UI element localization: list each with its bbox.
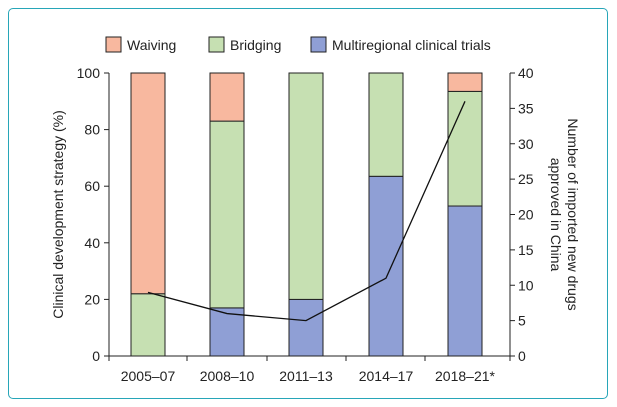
- legend-swatch-multiregional-clinical-trials: [310, 36, 327, 53]
- y-tick-label: 20: [84, 291, 100, 307]
- x-tick-label: 2014–17: [359, 368, 414, 384]
- legend-label-waiving: Waiving: [127, 37, 176, 53]
- y2-tick-label: 40: [518, 65, 534, 81]
- x-tick-label: 2011–13: [279, 368, 333, 384]
- y2-axis-ticks: 0 5 10 15 20 25 30 35 40: [510, 65, 534, 364]
- bar-segment-multiregional-clinical-trials-4: [368, 175, 404, 357]
- y2-tick-label: 30: [518, 136, 534, 152]
- bar-segment-bridging-5: [447, 90, 483, 207]
- line-layer: [147, 101, 466, 322]
- y-axis-label: Clinical development strategy (%): [50, 110, 66, 319]
- y2-tick-label: 15: [518, 242, 534, 258]
- y2-tick-label: 0: [518, 348, 526, 364]
- bar-segment-bridging-4: [368, 72, 404, 177]
- y2-tick-label: 25: [518, 171, 534, 187]
- y2-tick-label: 10: [518, 277, 534, 293]
- bar-segment-bridging-1: [130, 293, 166, 357]
- y2-tick-label: 5: [518, 313, 526, 329]
- x-tick-label: 2018–21*: [435, 368, 496, 384]
- y-tick-label: 80: [84, 122, 100, 138]
- legend-label-multiregional-clinical-trials: Multiregional clinical trials: [332, 37, 491, 53]
- bar-segment-multiregional-clinical-trials-3: [288, 298, 324, 357]
- bars-layer: [130, 72, 483, 357]
- bar-segment-bridging-2: [209, 120, 245, 309]
- y2-tick-label: 35: [518, 100, 534, 116]
- legend-swatch-waiving: [105, 36, 122, 53]
- y-tick-label: 40: [84, 235, 100, 251]
- y-axis-ticks: 0 20 40 60 80 100: [77, 65, 109, 364]
- x-axis-ticks: 2005–07 2008–10 2011–13 2014–17 2018–21*: [108, 356, 511, 384]
- bar-segment-waiving-1: [130, 72, 166, 295]
- y-tick-label: 60: [84, 178, 100, 194]
- bar-segment-waiving-2: [209, 72, 245, 122]
- bar-segment-bridging-3: [288, 72, 324, 300]
- y2-tick-label: 20: [518, 207, 534, 223]
- bar-segment-waiving-5: [447, 72, 483, 92]
- x-tick-label: 2005–07: [121, 368, 176, 384]
- bar-segment-multiregional-clinical-trials-5: [447, 205, 483, 357]
- legend-swatch-bridging: [208, 36, 225, 53]
- y2-axis-label-line-2: approved in China: [548, 158, 564, 272]
- legend: Waiving Bridging Multiregional clinical tr…: [105, 36, 491, 53]
- x-tick-label: 2008–10: [200, 368, 255, 384]
- figure-frame: [8, 8, 608, 399]
- imported-drugs-line: [147, 101, 466, 322]
- legend-label-bridging: Bridging: [230, 37, 281, 53]
- y-tick-label: 0: [92, 348, 100, 364]
- y2-axis-label-line-1: Number of imported new drugs: [565, 118, 581, 310]
- y-tick-label: 100: [77, 65, 101, 81]
